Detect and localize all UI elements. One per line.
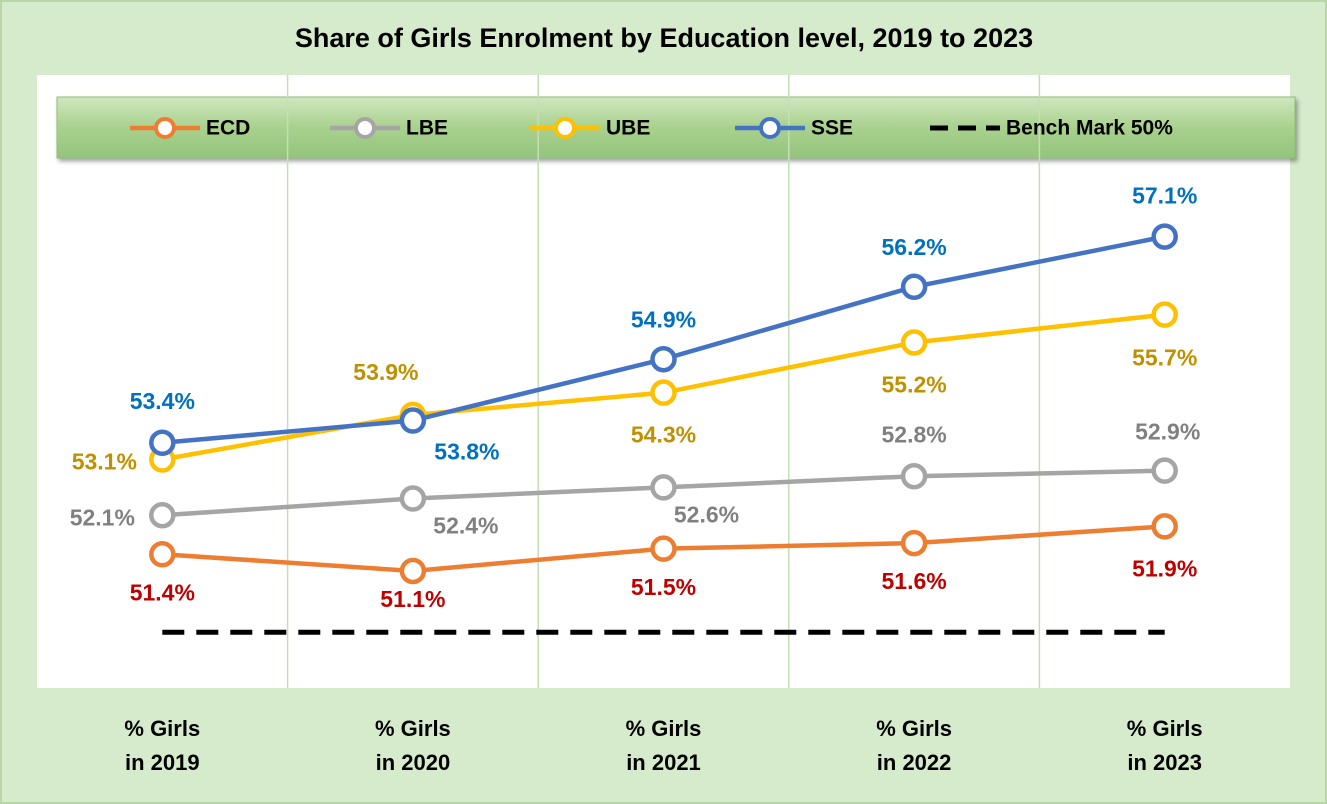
legend-marker — [759, 117, 781, 139]
marker — [650, 379, 677, 406]
marker — [399, 557, 427, 585]
marker — [900, 329, 928, 356]
legend-box — [56, 96, 1296, 159]
data-label: 52.9% — [1135, 419, 1200, 445]
marker — [399, 407, 427, 434]
data-label: 54.3% — [631, 422, 696, 448]
data-label: 52.8% — [881, 421, 946, 447]
data-label: 57.1% — [1132, 183, 1197, 209]
data-label: 51.6% — [881, 568, 946, 594]
marker — [149, 501, 176, 529]
marker — [1151, 301, 1178, 328]
marker — [1151, 513, 1178, 540]
data-label: 51.9% — [1132, 555, 1197, 581]
data-label: 51.1% — [380, 586, 445, 612]
data-label: 51.4% — [130, 579, 195, 605]
data-label: 53.1% — [72, 449, 137, 475]
data-label: 55.2% — [881, 372, 946, 398]
data-label: 52.4% — [433, 513, 498, 539]
data-label: 55.7% — [1132, 345, 1197, 371]
legend-label: ECD — [206, 117, 250, 140]
legend-label: SSE — [811, 117, 853, 140]
data-label: 56.2% — [881, 234, 946, 260]
marker — [149, 429, 176, 457]
marker — [149, 541, 176, 568]
legend-marker — [354, 117, 376, 139]
data-label: 53.9% — [353, 359, 418, 385]
chart-title: Share of Girls Enrolment by Education le… — [295, 23, 1033, 53]
legend-label: LBE — [406, 117, 448, 140]
marker — [900, 462, 928, 490]
data-label: 51.5% — [631, 574, 696, 600]
legend-marker — [154, 117, 176, 139]
marker — [900, 273, 928, 301]
legend-marker — [554, 117, 576, 139]
data-label: 52.6% — [674, 501, 739, 527]
marker — [650, 535, 677, 562]
data-label: 52.1% — [70, 504, 135, 530]
data-label: 54.9% — [631, 306, 696, 332]
x-tick-label: % Girls in 2022 — [876, 716, 952, 775]
x-tick-label: % Girls in 2019 — [124, 716, 201, 775]
x-tick-label: % Girls in 2023 — [1126, 716, 1203, 775]
marker — [650, 474, 677, 501]
data-label: 53.4% — [130, 388, 195, 414]
legend-label: Bench Mark 50% — [1006, 117, 1173, 140]
x-tick-label: % Girls in 2020 — [374, 716, 451, 775]
marker — [1151, 223, 1178, 250]
marker — [399, 485, 427, 512]
x-tick-label: % Girls in 2021 — [625, 716, 702, 775]
legend-label: UBE — [606, 117, 650, 140]
marker — [900, 529, 928, 557]
marker — [650, 345, 677, 373]
data-label: 53.8% — [434, 439, 499, 465]
marker — [1151, 457, 1178, 484]
